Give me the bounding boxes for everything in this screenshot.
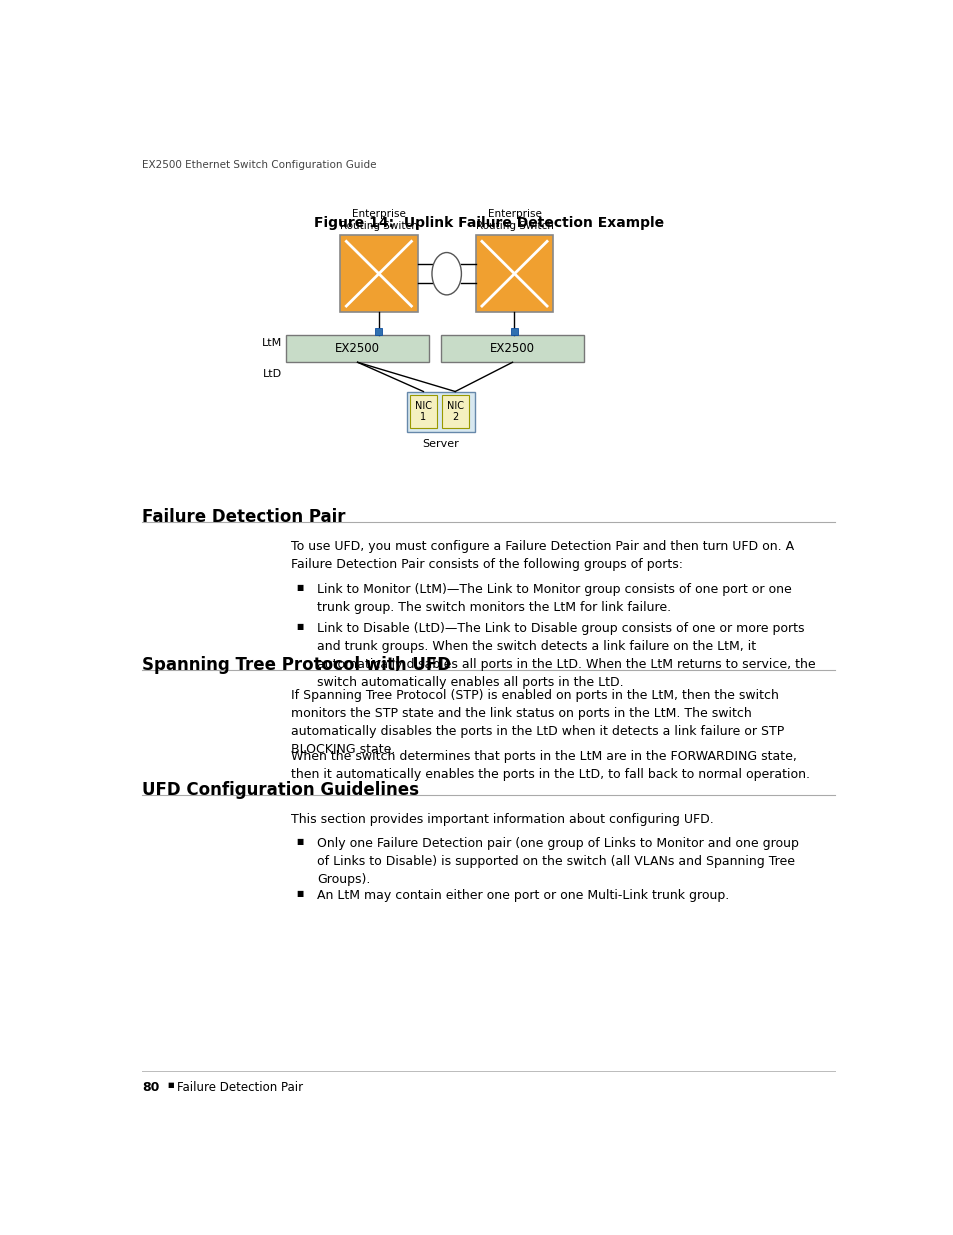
Bar (340, 235, 417, 312)
Text: EX2500 Ethernet Switch Configuration Guide: EX2500 Ethernet Switch Configuration Gui… (142, 159, 376, 169)
Text: 80: 80 (142, 1082, 160, 1094)
Text: LtD: LtD (263, 369, 282, 379)
Text: Link to Disable (LtD)—The Link to Disable group consists of one or more ports
an: Link to Disable (LtD)—The Link to Disabl… (316, 621, 815, 689)
Text: This section provides important information about configuring UFD.: This section provides important informat… (291, 814, 713, 826)
Bar (441, 395, 468, 429)
Bar (286, 335, 429, 362)
Text: ■: ■ (296, 621, 304, 631)
Text: Only one Failure Detection pair (one group of Links to Monitor and one group
of : Only one Failure Detection pair (one gro… (316, 836, 798, 885)
Text: LtM: LtM (261, 338, 282, 348)
Text: EX2500: EX2500 (335, 342, 379, 354)
Text: To use UFD, you must configure a Failure Detection Pair and then turn UFD on. A
: To use UFD, you must configure a Failure… (291, 540, 794, 571)
Bar (406, 391, 475, 431)
Bar (440, 335, 583, 362)
Text: ■: ■ (296, 836, 304, 846)
Text: NIC
2: NIC 2 (446, 400, 463, 422)
Text: Figure 14:  Uplink Failure Detection Example: Figure 14: Uplink Failure Detection Exam… (314, 216, 663, 230)
Ellipse shape (432, 252, 461, 295)
Text: Server: Server (422, 440, 458, 450)
Text: ■: ■ (296, 583, 304, 593)
Text: ■: ■ (296, 889, 304, 898)
Text: Enterprise
Routing Switch: Enterprise Routing Switch (339, 209, 417, 231)
Text: Spanning Tree Protocol with UFD: Spanning Tree Protocol with UFD (142, 656, 451, 674)
Text: An LtM may contain either one port or one Multi-Link trunk group.: An LtM may contain either one port or on… (316, 889, 728, 902)
Bar (476, 235, 553, 312)
Text: Failure Detection Pair: Failure Detection Pair (142, 508, 346, 526)
Text: UFD Configuration Guidelines: UFD Configuration Guidelines (142, 782, 419, 799)
Text: If Spanning Tree Protocol (STP) is enabled on ports in the LtM, then the switch
: If Spanning Tree Protocol (STP) is enabl… (291, 689, 783, 756)
Text: EX2500: EX2500 (490, 342, 535, 354)
Text: When the switch determines that ports in the LtM are in the FORWARDING state,
th: When the switch determines that ports in… (291, 751, 809, 782)
Text: ■: ■ (167, 1082, 173, 1088)
Bar (511, 327, 517, 335)
Bar (410, 395, 436, 429)
Text: NIC
1: NIC 1 (415, 400, 432, 422)
Text: Enterprise
Routing Switch: Enterprise Routing Switch (475, 209, 553, 231)
Text: Link to Monitor (LtM)—The Link to Monitor group consists of one port or one
trun: Link to Monitor (LtM)—The Link to Monito… (316, 583, 791, 614)
Text: Failure Detection Pair: Failure Detection Pair (177, 1082, 303, 1094)
Bar (375, 327, 382, 335)
